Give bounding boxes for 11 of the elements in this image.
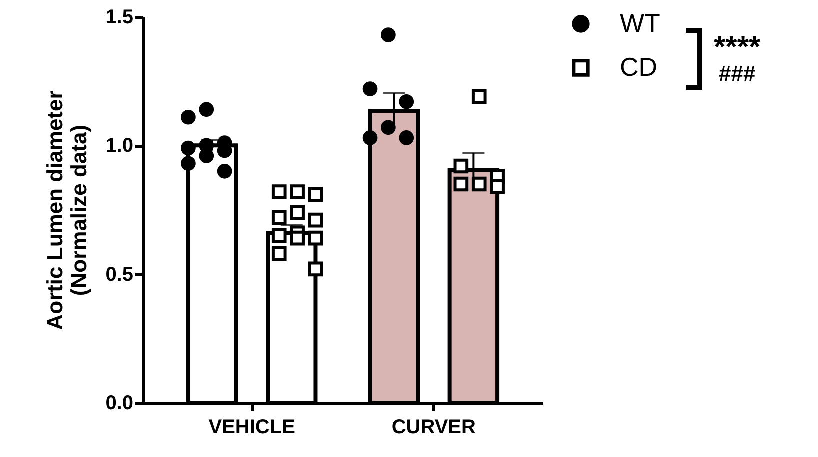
y-tick-label: 1.0 — [106, 135, 134, 158]
y-tick-label: 0.0 — [106, 392, 134, 414]
y-tick-label: 0.5 — [106, 264, 134, 286]
legend-label: WT — [620, 8, 661, 38]
legend-label: CD — [620, 52, 658, 82]
x-tick-label: CURVER — [392, 416, 477, 438]
y-axis-title: Aortic Lumen diameter (Normalize data) — [42, 90, 92, 330]
x-tick-label: VEHICLE — [208, 416, 296, 438]
text: **** — [714, 31, 761, 64]
text: ### — [718, 61, 757, 86]
y-tick-label: 1.5 — [106, 6, 134, 28]
